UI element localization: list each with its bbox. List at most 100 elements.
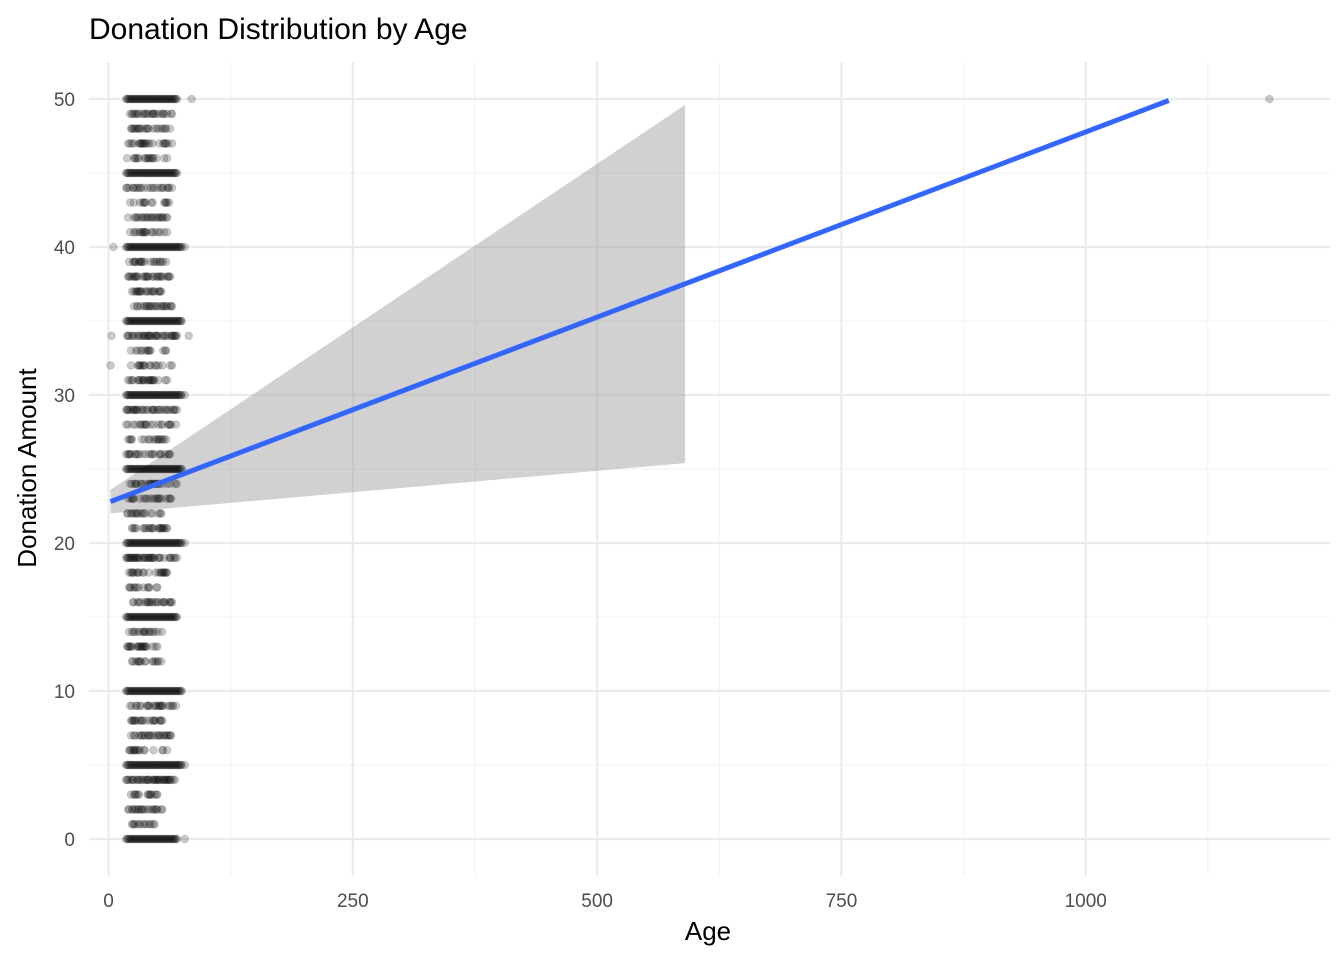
data-point [145,819,154,829]
trend-line-path [109,98,1170,504]
data-point [151,331,160,341]
data-point [133,612,143,622]
data-point [168,686,178,696]
data-point [164,775,174,785]
data-point [137,390,147,400]
data-point [123,509,133,518]
data-point [134,805,144,814]
data-point [137,538,147,548]
data-point [165,760,175,770]
data-point [160,775,170,785]
data-point [166,597,176,607]
data-point [172,553,182,563]
data-point [158,213,168,222]
data-point [138,568,148,577]
data-point [157,449,166,459]
data-point [150,405,159,415]
data-point [131,405,141,415]
data-point [148,272,157,281]
data-point [137,227,147,237]
data-point [142,612,151,622]
confidence-band [110,104,686,514]
data-point [152,361,161,370]
data-point [157,805,166,814]
data-point [136,94,146,104]
data-point [152,109,161,119]
data-point [121,183,131,193]
data-point [128,405,138,415]
data-point [140,819,149,829]
data-point [148,109,157,119]
data-point [133,760,143,770]
data-point [149,760,158,770]
data-point [153,686,162,696]
data-point [155,287,164,296]
data-point [121,538,131,548]
data-point [150,183,159,193]
data-point [125,583,135,592]
data-point [137,612,147,622]
data-point [126,716,136,725]
data-point [137,834,147,844]
data-point [162,775,172,785]
data-point [158,316,168,326]
data-point [156,834,165,844]
data-point [169,538,179,548]
data-point [146,375,155,385]
data-point [126,745,136,755]
data-point [177,686,187,696]
data-point [167,701,177,711]
data-point [132,405,142,415]
data-point [141,153,150,163]
data-point [124,760,134,770]
data-point [148,316,157,326]
data-point [132,168,142,178]
data-point [145,139,154,148]
data-point [134,124,144,133]
data-point [146,183,155,193]
data-point [153,316,162,326]
data-point [154,375,163,385]
data-point [167,686,177,696]
data-point [156,183,165,193]
data-point [161,494,171,503]
data-point [131,686,141,696]
data-point [134,109,144,119]
data-point [131,449,141,459]
data-point [136,731,146,740]
data-point [166,612,176,622]
data-point [133,686,143,696]
data-point [140,435,149,444]
data-point [140,834,149,844]
data-point [154,287,163,296]
data-point [156,316,165,326]
data-point [125,686,135,696]
data-point [129,316,139,326]
data-point [124,464,134,474]
data-point [145,435,154,444]
data-point [134,716,144,725]
data-point [157,775,167,785]
data-point [156,509,165,518]
data-point [158,701,168,711]
data-point [156,168,165,178]
data-point [154,657,163,666]
data-point [140,153,149,163]
data-point [134,553,144,563]
data-point [161,612,171,622]
data-point [163,405,173,415]
data-point [121,242,131,252]
data-point [166,109,176,119]
data-point [158,109,168,119]
data-point [166,686,176,696]
data-point [130,583,140,592]
data-point [164,316,174,326]
data-point [129,538,139,548]
data-point [156,538,165,548]
data-point [123,94,133,104]
data-point [163,272,173,281]
data-point [146,242,155,252]
data-point [150,316,159,326]
data-point [151,316,160,326]
